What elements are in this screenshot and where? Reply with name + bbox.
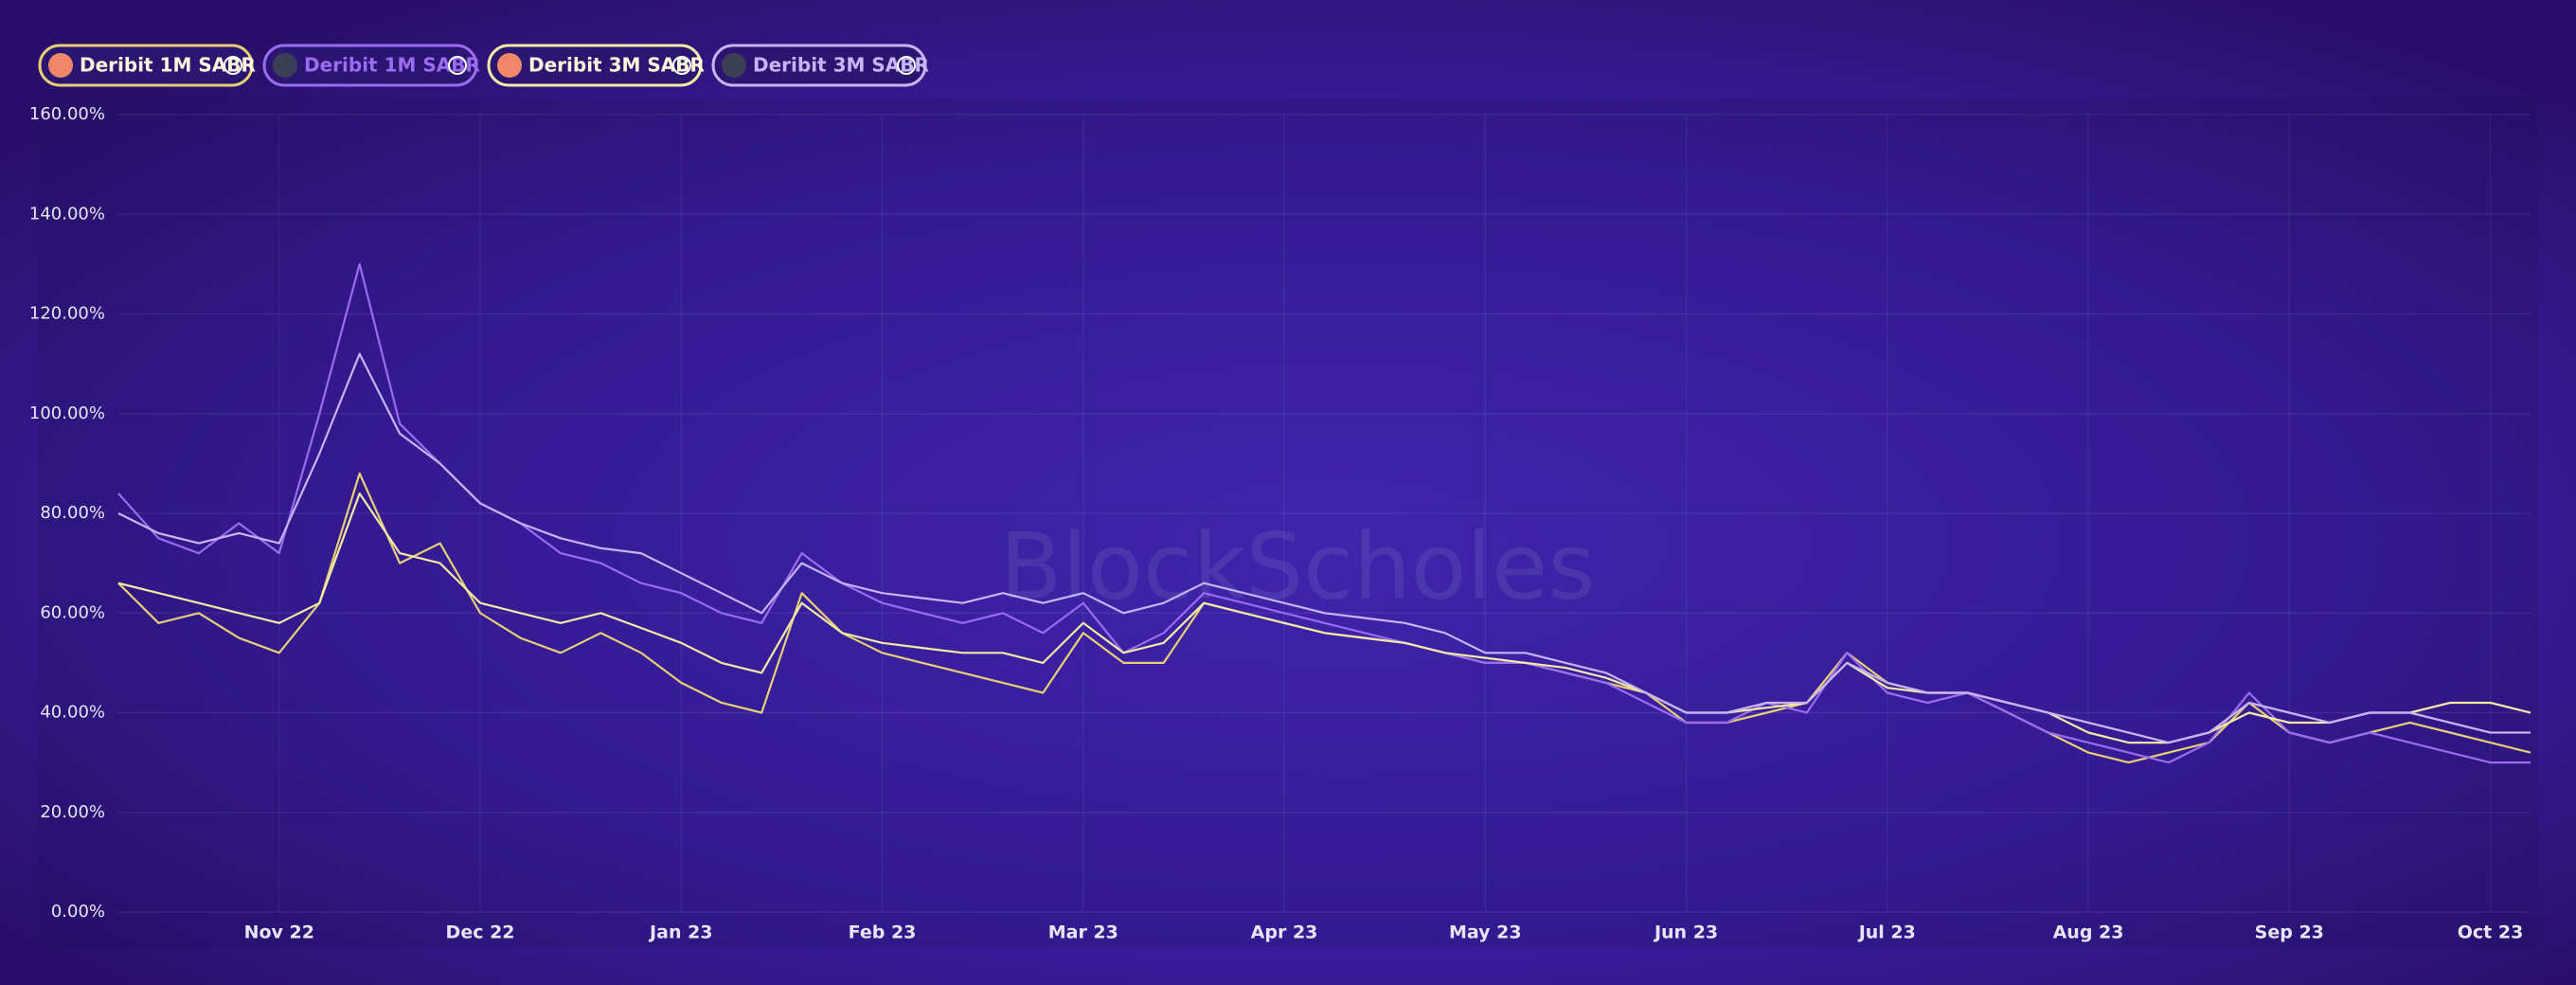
legend-chip[interactable]: Deribit 1M SABR <box>262 44 480 87</box>
chip-background <box>487 44 703 87</box>
chip-close <box>672 56 691 75</box>
x-tick-label: May 23 <box>1449 922 1522 943</box>
y-tick-label: 140.00% <box>29 204 105 224</box>
x-tick-label: Sep 23 <box>2255 922 2324 943</box>
watermark: BlockScholes <box>1000 513 1596 619</box>
chip-close <box>897 56 916 75</box>
y-tick-label: 100.00% <box>29 403 105 423</box>
y-tick-label: 120.00% <box>29 304 105 324</box>
y-tick-label: 0.00% <box>51 902 105 922</box>
x-tick-label: Apr 23 <box>1251 922 1318 943</box>
chip-label: Deribit 3M SABR <box>528 54 705 77</box>
x-tick-label: Jul 23 <box>1857 922 1916 943</box>
x-tick-label: Aug 23 <box>2053 922 2124 943</box>
chip-close <box>448 56 467 75</box>
plot-area <box>38 98 2538 947</box>
x-tick-label: Oct 23 <box>2458 922 2524 943</box>
y-tick-label: 60.00% <box>40 602 105 622</box>
x-tick-label: Mar 23 <box>1048 922 1118 943</box>
x-tick-label: Feb 23 <box>849 922 917 943</box>
asset-icon <box>48 53 73 78</box>
chip-label: Deribit 3M SABR <box>753 54 929 77</box>
chip-label: Deribit 1M SABR <box>80 54 256 77</box>
chip-label: Deribit 1M SABR <box>304 54 480 77</box>
legend-chip[interactable]: Deribit 3M SABR <box>711 44 929 87</box>
chip-background <box>38 44 254 87</box>
chip-background <box>711 44 927 87</box>
y-tick-label: 20.00% <box>40 802 105 822</box>
chip-close <box>224 56 242 75</box>
line-series <box>117 352 2531 744</box>
x-tick-label: Nov 22 <box>244 922 314 943</box>
asset-icon <box>497 53 522 78</box>
legend-chip[interactable]: Deribit 1M SABR <box>38 44 256 87</box>
chip-background <box>262 44 478 87</box>
y-tick-label: 80.00% <box>40 503 105 523</box>
asset-icon <box>722 53 746 78</box>
x-tick-label: Dec 22 <box>446 922 515 943</box>
y-tick-label: 40.00% <box>40 703 105 723</box>
line-series <box>117 492 2531 744</box>
x-tick-label: Jun 23 <box>1653 922 1718 943</box>
legend-chip[interactable]: Deribit 3M SABR <box>487 44 705 87</box>
y-tick-label: 160.00% <box>29 104 105 124</box>
asset-icon <box>273 53 297 78</box>
x-tick-label: Jan 23 <box>648 922 712 943</box>
